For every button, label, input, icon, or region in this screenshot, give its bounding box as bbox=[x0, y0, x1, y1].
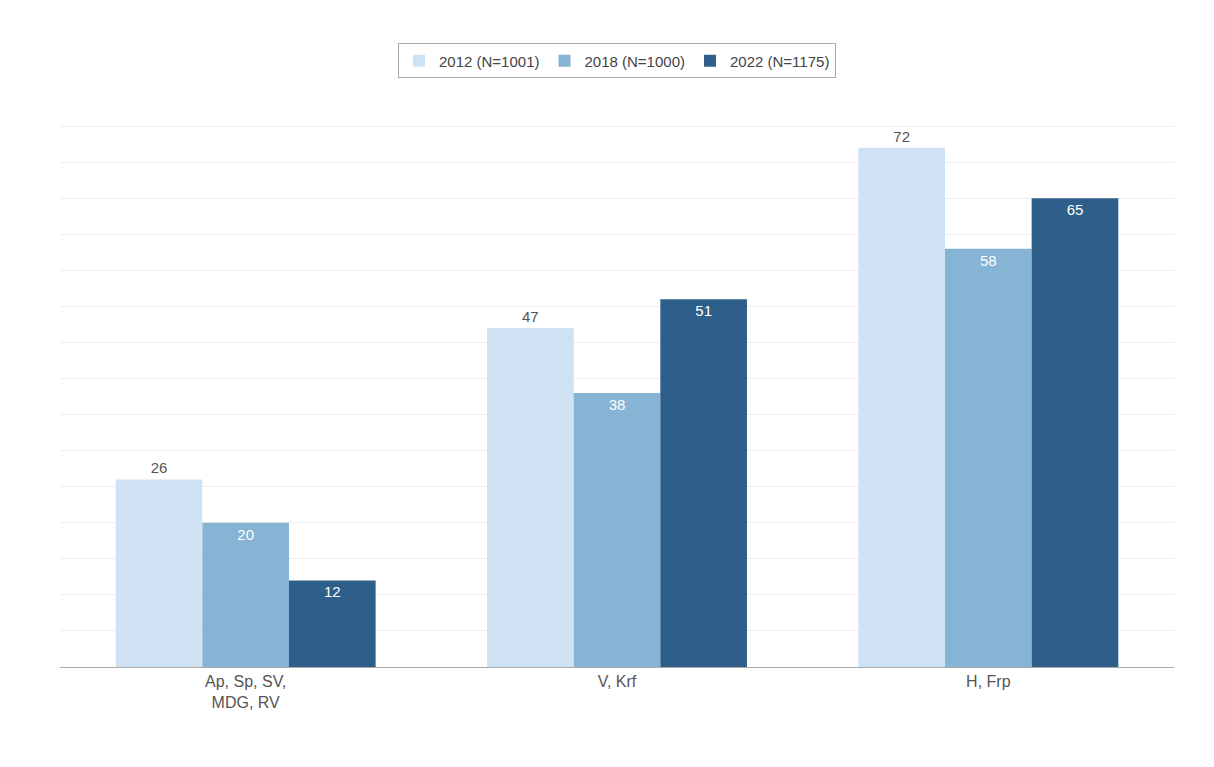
svg-text:2022 (N=1175): 2022 (N=1175) bbox=[730, 53, 829, 70]
svg-text:26: 26 bbox=[151, 459, 168, 476]
svg-text:38: 38 bbox=[609, 396, 626, 413]
svg-text:H, Frp: H, Frp bbox=[966, 673, 1011, 690]
svg-text:V, Krf: V, Krf bbox=[598, 673, 637, 690]
svg-text:12: 12 bbox=[324, 583, 341, 600]
svg-text:51: 51 bbox=[695, 302, 712, 319]
svg-text:2012 (N=1001): 2012 (N=1001) bbox=[439, 53, 540, 70]
svg-text:Ap, Sp, SV,MDG, RV: Ap, Sp, SV,MDG, RV bbox=[205, 673, 286, 711]
svg-text:58: 58 bbox=[980, 252, 997, 269]
svg-text:47: 47 bbox=[522, 308, 539, 325]
svg-text:65: 65 bbox=[1067, 201, 1084, 218]
svg-text:2018 (N=1000): 2018 (N=1000) bbox=[585, 53, 686, 70]
svg-text:20: 20 bbox=[237, 526, 254, 543]
svg-text:72: 72 bbox=[893, 128, 910, 145]
